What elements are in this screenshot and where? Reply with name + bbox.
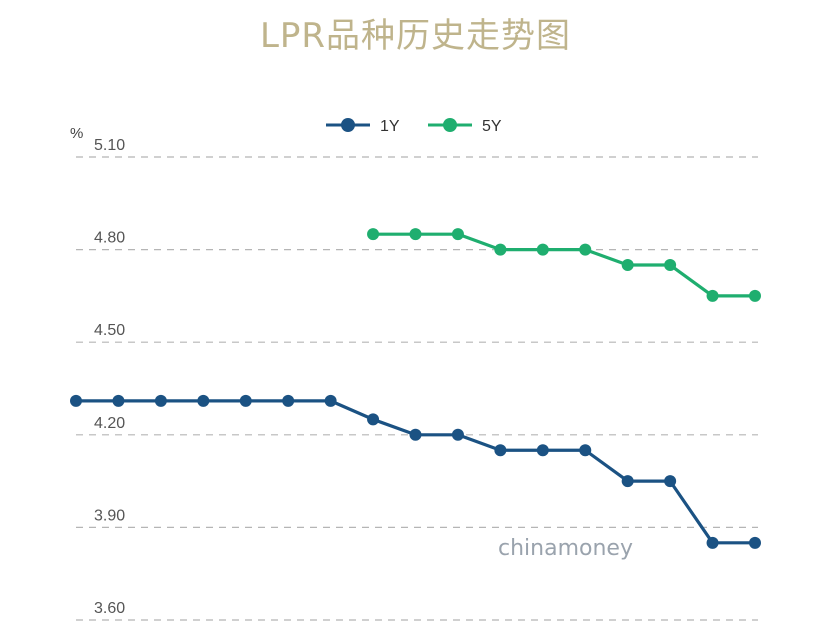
series-line-5y — [373, 232, 755, 298]
data-point-1y — [324, 394, 337, 407]
series — [70, 228, 761, 549]
y-tick-label: 4.50 — [94, 322, 125, 339]
data-point-1y — [621, 475, 634, 488]
data-point-5y — [579, 243, 592, 256]
series-1y — [70, 394, 761, 549]
y-tick-label: 5.10 — [94, 137, 125, 154]
data-point-1y — [706, 536, 719, 549]
legend: 1Y 5Y — [326, 118, 502, 135]
data-point-1y — [749, 536, 761, 549]
data-point-5y — [621, 259, 634, 272]
data-point-1y — [409, 428, 422, 441]
y-tick-label: 4.20 — [94, 415, 125, 432]
legend-label-1y: 1Y — [380, 118, 400, 135]
data-point-5y — [409, 228, 422, 241]
y-tick-label: 3.60 — [94, 600, 125, 617]
data-point-1y — [154, 394, 167, 407]
data-point-1y — [70, 394, 82, 407]
legend-marker-1y — [341, 118, 355, 132]
series-5y — [367, 228, 761, 302]
data-point-1y — [494, 444, 507, 457]
data-point-5y — [706, 289, 719, 302]
data-point-5y — [536, 243, 549, 256]
data-point-1y — [282, 394, 295, 407]
data-point-1y — [664, 475, 677, 488]
y-axis-ticks: 5.10 4.80 4.50 4.20 3.90 3.60 — [94, 137, 125, 617]
data-point-5y — [494, 243, 507, 256]
data-point-1y — [112, 394, 125, 407]
y-tick-label: 4.80 — [94, 230, 125, 247]
data-point-5y — [664, 259, 677, 272]
data-point-5y — [749, 289, 761, 302]
data-point-1y — [239, 394, 252, 407]
data-point-5y — [451, 228, 464, 241]
series-line-1y — [76, 399, 755, 545]
legend-marker-5y — [443, 118, 457, 132]
y-tick-label: 3.90 — [94, 507, 125, 524]
data-point-5y — [367, 228, 380, 241]
chart-title: LPR品种历史走势图 — [259, 16, 572, 56]
y-axis-unit-label: % — [70, 125, 83, 142]
data-point-1y — [197, 394, 210, 407]
legend-label-5y: 5Y — [482, 118, 502, 135]
data-point-1y — [451, 428, 464, 441]
watermark-text: chinamoney — [498, 536, 633, 561]
grid-lines — [76, 156, 758, 621]
data-point-1y — [579, 444, 592, 457]
data-point-1y — [536, 444, 549, 457]
data-point-1y — [367, 413, 380, 426]
